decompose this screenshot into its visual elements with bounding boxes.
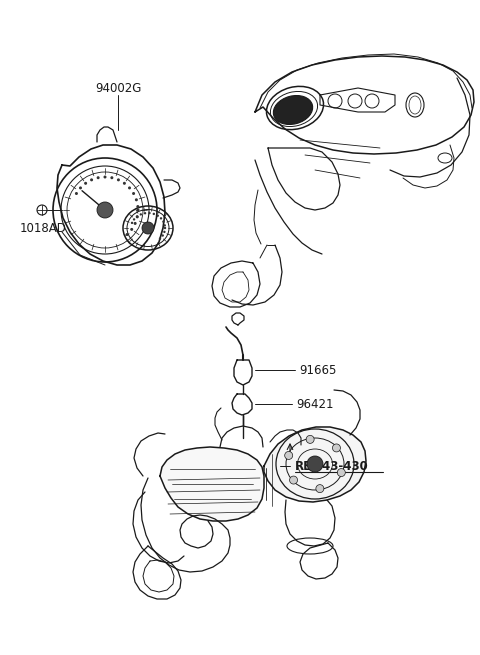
Circle shape [136, 208, 140, 212]
Circle shape [142, 222, 154, 234]
Circle shape [159, 237, 161, 240]
Text: 96421: 96421 [296, 398, 334, 411]
Circle shape [130, 228, 133, 231]
Circle shape [153, 213, 155, 215]
Circle shape [79, 187, 82, 189]
Circle shape [162, 221, 165, 223]
Circle shape [110, 176, 113, 179]
Circle shape [164, 224, 166, 227]
Circle shape [140, 214, 142, 215]
Circle shape [131, 221, 133, 224]
Circle shape [97, 202, 113, 218]
Circle shape [148, 212, 151, 214]
Text: REF.43-430: REF.43-430 [295, 460, 369, 472]
Ellipse shape [273, 96, 312, 124]
Circle shape [133, 222, 137, 225]
Circle shape [75, 192, 78, 195]
Circle shape [104, 176, 107, 179]
Circle shape [307, 456, 323, 472]
Circle shape [135, 198, 138, 201]
Polygon shape [264, 427, 366, 502]
Circle shape [163, 231, 166, 233]
Text: 94002G: 94002G [95, 81, 141, 94]
Circle shape [156, 215, 159, 217]
Text: 1018AD: 1018AD [20, 221, 67, 234]
Circle shape [333, 444, 340, 452]
Circle shape [84, 182, 87, 185]
Circle shape [289, 476, 298, 484]
Circle shape [136, 205, 139, 208]
Circle shape [306, 436, 314, 443]
Circle shape [164, 227, 166, 229]
Circle shape [337, 468, 345, 477]
Circle shape [96, 176, 100, 179]
Circle shape [285, 451, 293, 459]
Circle shape [136, 215, 138, 217]
Circle shape [144, 212, 146, 214]
Circle shape [316, 485, 324, 493]
Circle shape [136, 215, 139, 218]
Circle shape [126, 233, 129, 236]
Circle shape [133, 218, 135, 221]
Text: 91665: 91665 [299, 364, 336, 377]
Circle shape [117, 178, 120, 181]
Circle shape [128, 187, 131, 189]
Polygon shape [160, 447, 264, 521]
Circle shape [160, 217, 162, 219]
Circle shape [162, 234, 164, 236]
Circle shape [123, 182, 126, 185]
Circle shape [90, 178, 93, 181]
Circle shape [132, 192, 135, 195]
